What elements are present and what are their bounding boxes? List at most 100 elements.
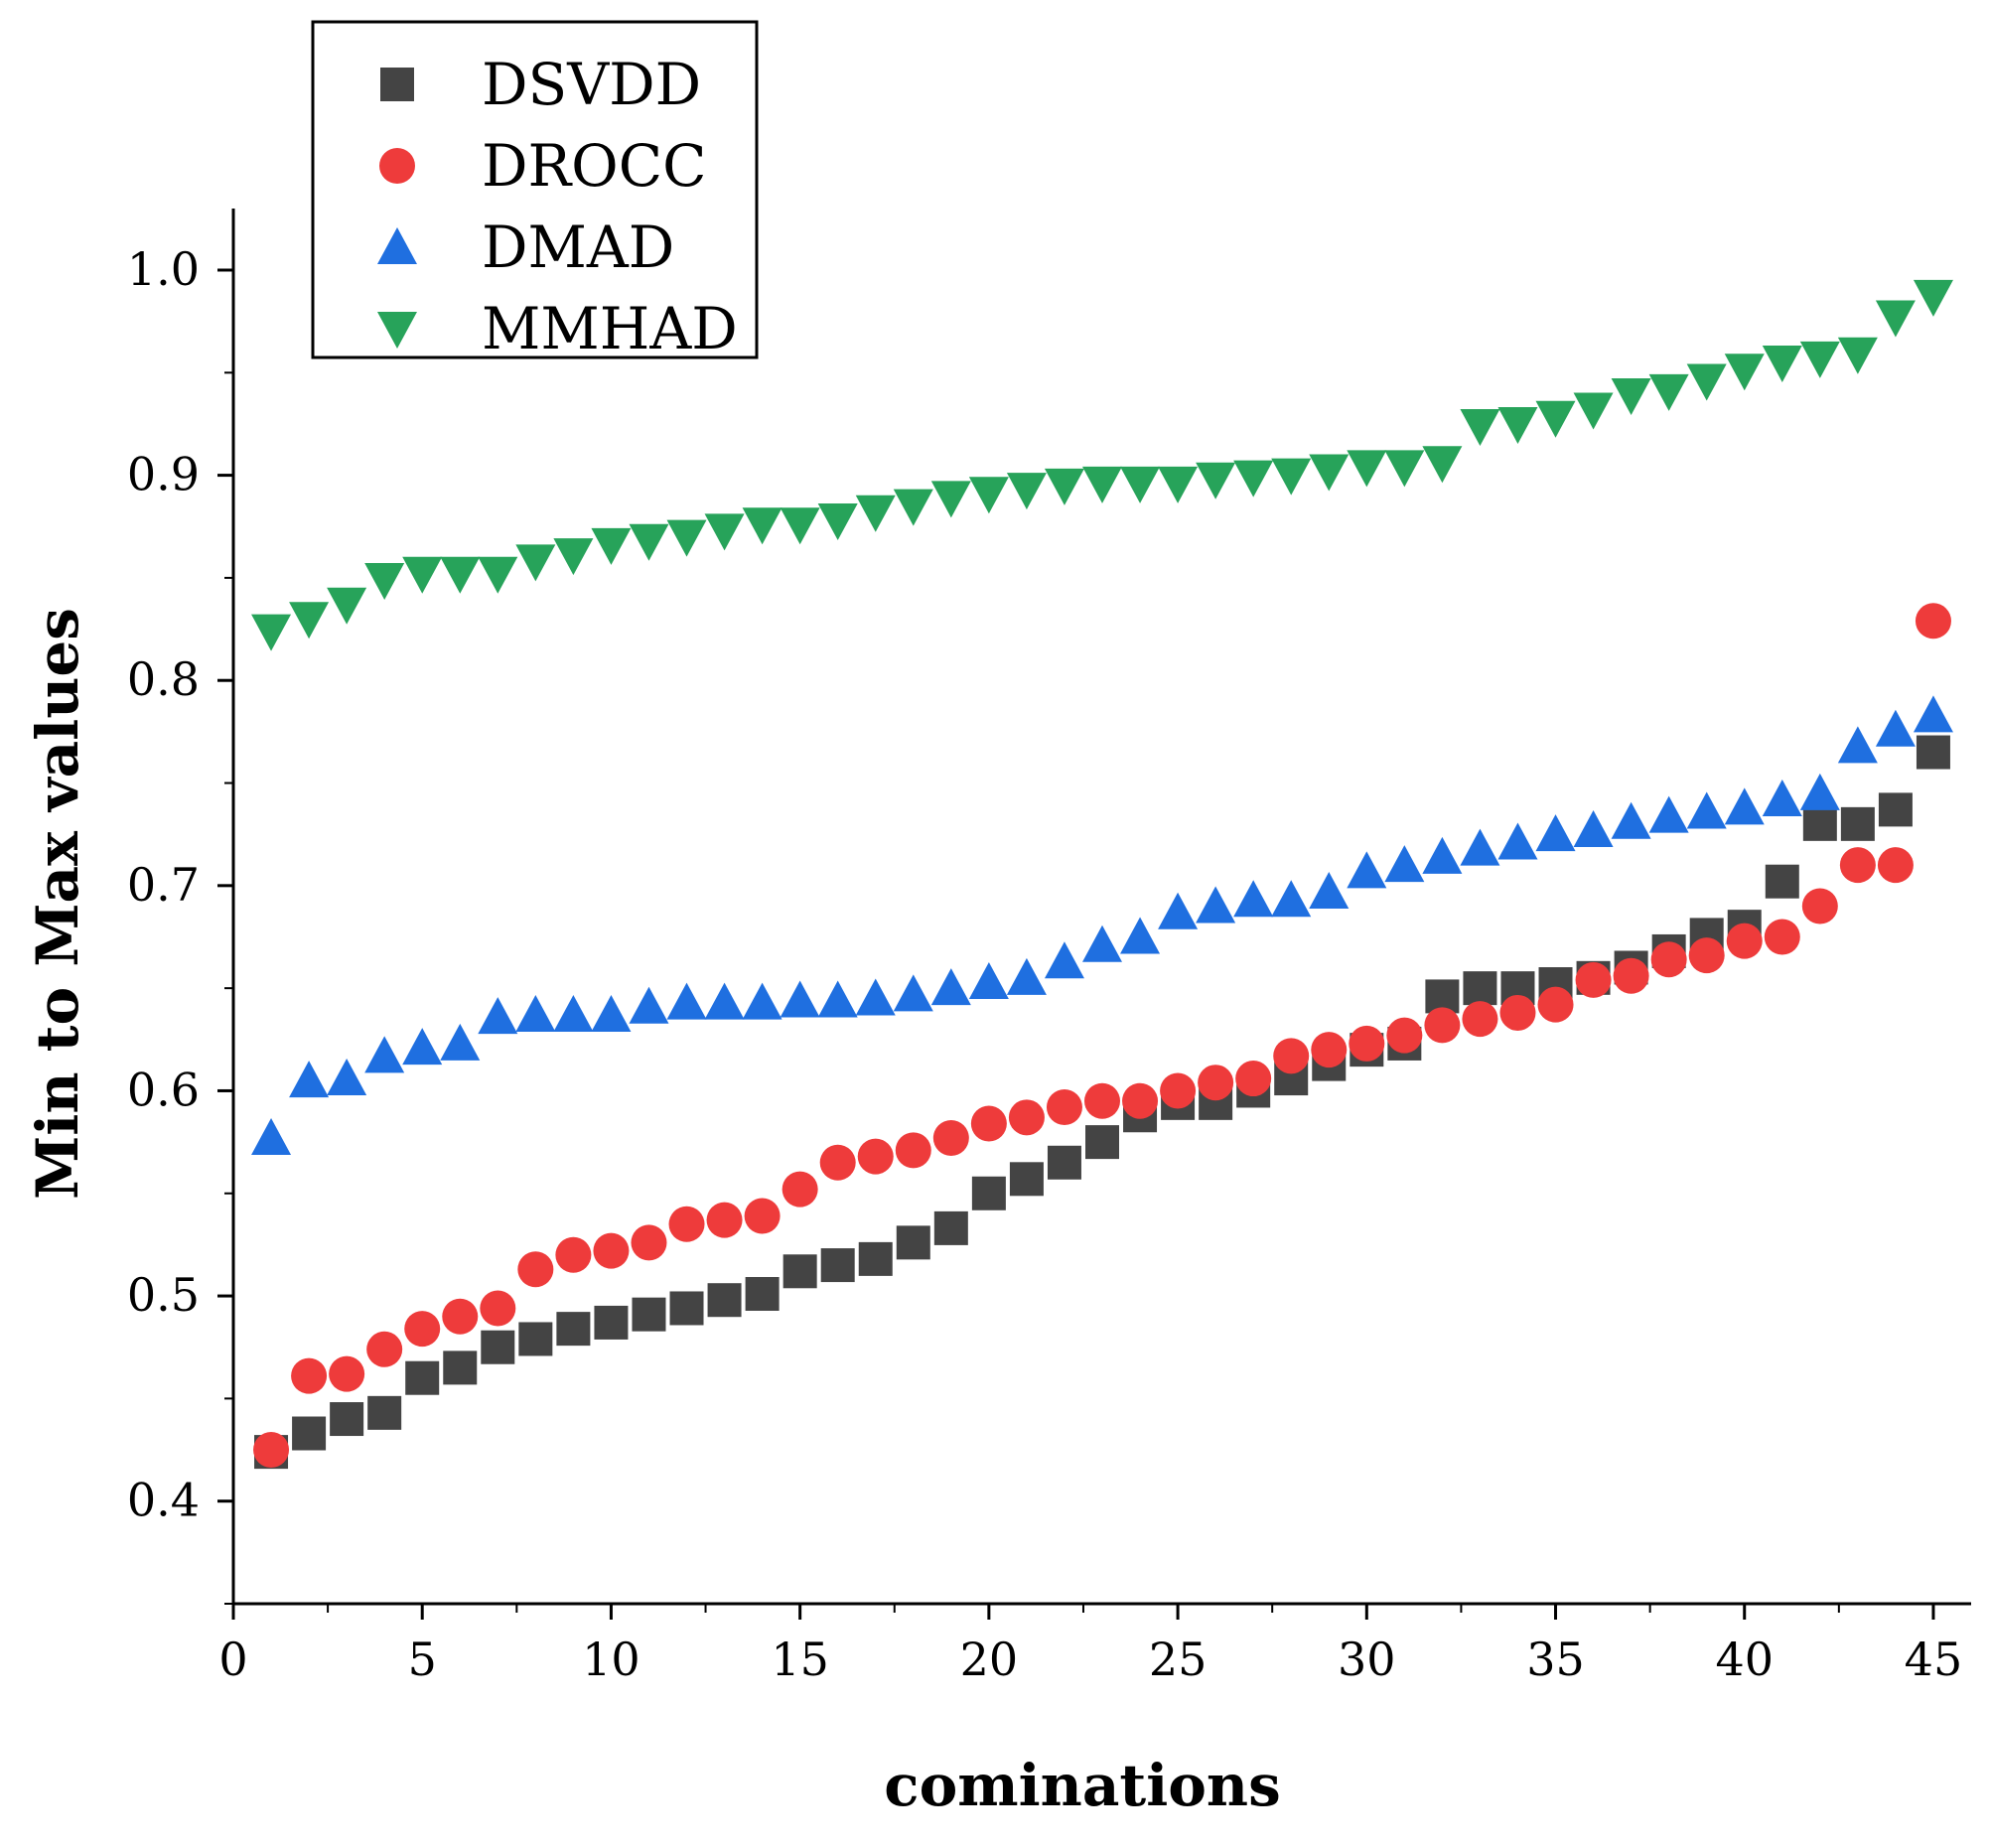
data-point	[1384, 845, 1425, 883]
data-point	[251, 614, 292, 651]
data-point	[1688, 937, 1725, 974]
axes: 0 5 10 15 20 25 30 35 40 45 0.4 0.5 0.6 0.7 0.8 0.9 1.0	[127, 209, 1971, 1686]
data-point	[668, 1206, 705, 1242]
x-tick-label: 0	[218, 1633, 247, 1686]
data-point	[629, 986, 669, 1024]
data-point	[780, 980, 820, 1018]
data-point	[1384, 450, 1425, 488]
data-point	[1839, 847, 1876, 884]
data-point	[591, 527, 632, 565]
data-point	[1764, 919, 1800, 955]
data-point	[1724, 787, 1765, 825]
data-point	[1462, 1001, 1498, 1038]
data-point	[405, 1360, 440, 1395]
series-dmad	[251, 695, 1953, 1155]
x-axis-title: cominations	[884, 1752, 1281, 1819]
legend-marker	[377, 312, 417, 349]
data-point	[819, 1144, 856, 1181]
data-point	[1198, 1065, 1234, 1101]
data-point	[1575, 961, 1612, 998]
data-point	[1837, 337, 1878, 374]
data-point	[1460, 409, 1500, 447]
data-point	[556, 1312, 591, 1347]
legend-label: MMHAD	[482, 295, 738, 362]
data-point	[330, 1402, 364, 1437]
data-point	[1762, 780, 1802, 817]
data-point	[1160, 1072, 1197, 1109]
data-point	[367, 1395, 402, 1430]
data-point	[1044, 468, 1084, 505]
data-point	[1009, 1162, 1044, 1197]
data-point	[1573, 392, 1614, 430]
data-point	[1424, 1007, 1461, 1044]
x-tick-label: 30	[1338, 1633, 1396, 1686]
data-point	[1648, 373, 1689, 411]
data-point	[289, 1061, 330, 1098]
data-point	[402, 1028, 443, 1066]
data-point	[745, 1277, 780, 1312]
data-point	[1611, 378, 1651, 416]
y-tick-label: 0.5	[127, 1268, 200, 1322]
data-point	[1875, 300, 1916, 338]
legend-marker	[380, 68, 414, 101]
data-point	[704, 513, 745, 551]
data-point	[1724, 354, 1765, 391]
data-point	[594, 1305, 629, 1340]
data-point	[442, 1298, 479, 1335]
data-point	[1386, 1017, 1423, 1054]
data-point	[932, 1119, 969, 1156]
data-point	[480, 1290, 516, 1327]
data-point	[817, 980, 858, 1018]
y-tick-label: 0.9	[127, 448, 200, 501]
data-point	[930, 481, 971, 518]
data-point	[632, 1297, 666, 1332]
data-point	[1913, 279, 1953, 317]
data-point	[893, 489, 933, 526]
y-tick-label: 0.7	[127, 858, 200, 912]
data-point	[631, 1224, 667, 1261]
data-point	[933, 1210, 968, 1245]
data-point	[744, 1198, 781, 1234]
y-tick-label: 0.4	[127, 1474, 200, 1527]
data-point	[968, 477, 1009, 514]
data-point	[1273, 1038, 1310, 1074]
data-point	[1535, 400, 1576, 438]
y-axis-title: Min to Max values	[24, 608, 91, 1200]
data-point	[478, 997, 518, 1035]
data-point	[1877, 847, 1914, 884]
data-point	[1309, 872, 1350, 910]
data-point	[1686, 791, 1727, 829]
series-mmhad	[251, 279, 1953, 651]
data-point	[1573, 810, 1614, 848]
data-point	[1801, 888, 1838, 924]
data-point	[327, 1059, 367, 1096]
data-point	[1311, 1032, 1348, 1068]
data-point	[440, 556, 481, 594]
data-point	[1799, 341, 1840, 378]
data-point	[1613, 957, 1649, 994]
data-point	[364, 1036, 405, 1073]
data-point	[742, 982, 782, 1020]
data-point	[1006, 473, 1047, 510]
x-tick-label: 25	[1149, 1633, 1208, 1686]
data-point	[1799, 773, 1840, 810]
data-point	[1422, 446, 1463, 484]
data-point	[1878, 792, 1913, 827]
x-tick-label: 40	[1715, 1633, 1774, 1686]
data-point	[327, 587, 367, 625]
data-point	[666, 519, 707, 557]
data-point	[1347, 450, 1387, 488]
x-tick-label: 35	[1526, 1633, 1585, 1686]
data-point	[1916, 735, 1950, 770]
data-point	[1046, 1088, 1082, 1125]
data-point	[291, 1357, 328, 1394]
data-point	[1765, 864, 1799, 899]
data-point	[1084, 1082, 1120, 1119]
data-point	[1497, 822, 1538, 860]
data-point	[1085, 1125, 1119, 1160]
data-point	[1047, 1145, 1081, 1180]
data-point	[1271, 458, 1312, 496]
data-point	[1837, 726, 1878, 764]
